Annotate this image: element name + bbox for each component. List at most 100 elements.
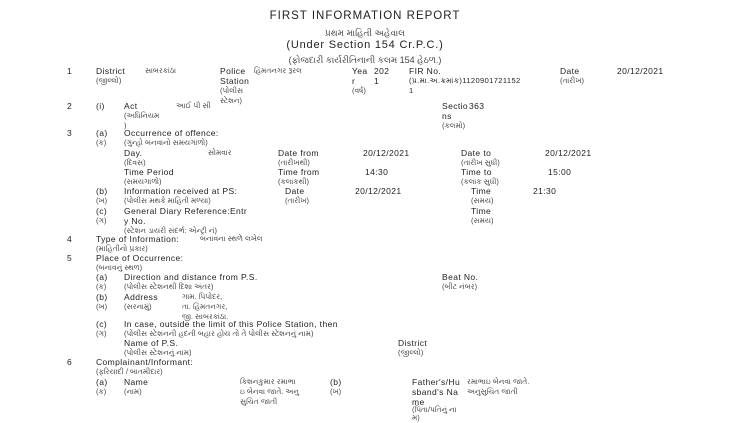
sub-index: (c) [96, 319, 108, 329]
row-number: 6 [67, 357, 73, 367]
info-time-label-gu: (સમય) [471, 196, 494, 205]
address-label-gu: (સરનામું) [124, 302, 152, 311]
type-of-information-label-gu: (માહિતીનો પ્રકાર) [96, 244, 148, 253]
occurrence-label-gu: (ગુન્હો બનવાનો સમયગાળો) [124, 138, 208, 147]
year-label: r [352, 76, 356, 86]
police-station-label-gu: સ્ટેશન) [220, 96, 242, 105]
info-received-label: Information received at PS: [124, 186, 238, 196]
date-label: Date [560, 66, 580, 76]
general-diary-label: y No. [124, 216, 146, 226]
act-value: આઈ પી સી [176, 101, 211, 110]
district-label: District [96, 66, 126, 76]
sub-index-gu: (ગ) [96, 216, 107, 225]
ps-name-label: Name of P.S. [124, 338, 179, 348]
direction-distance-label-gu: (પોલીસ સ્ટેશનથી દિશા અંતર) [124, 282, 214, 291]
name-label-gu: (નામ) [124, 387, 142, 396]
act-label-gu: (અધિનિયમ [124, 111, 160, 120]
beat-no-label: Beat No. [442, 272, 479, 282]
row-number: 2 [67, 101, 73, 111]
place-of-occurrence-label-gu: (બનાવનું સ્થળ) [96, 263, 143, 272]
gd-time-label: Time [471, 206, 492, 216]
district-label: District [398, 338, 428, 348]
sub-index-gu: (ક) [96, 138, 107, 147]
info-received-label-gu: (પોલીસ મથકે માહિતી મળ્યા) [124, 196, 211, 205]
sub-index: (b) [96, 186, 108, 196]
info-time-value: 21:30 [533, 186, 557, 196]
fir-no-value: (પ્ર.મા.અ.ક્રમાંક)1120901721152 [409, 76, 521, 85]
year-label-gu: (વર્ષ) [352, 86, 366, 95]
time-period-label: Time Period [124, 167, 174, 177]
district-value: સાબરકાંઠા [145, 66, 177, 75]
sub-index-gu: (ખ) [96, 302, 108, 311]
time-to-label: Time to [461, 167, 492, 177]
address-line: તા. હિંમતનગર, [182, 302, 228, 311]
fir-no-value: 1 [409, 86, 414, 95]
date-from-label: Date from [278, 148, 319, 158]
father-name-label-gu: (પિતા/પતિનું ના [412, 405, 457, 414]
general-diary-label: General Diary Reference:Entr [124, 206, 248, 216]
father-name-label-gu: મ) [412, 413, 420, 422]
year-value: 202 [374, 66, 390, 76]
father-name-value: રમાભાઇ બેનવા જાતે. [467, 377, 530, 386]
sections-label-gu: (કલમો) [442, 121, 466, 130]
father-name-label: sband's Na [412, 387, 459, 397]
sub-index: (b) [330, 377, 342, 387]
general-diary-label-gu: (સ્ટેશન ડાયરી સંદર્ભ: એન્ટ્રી નં) [124, 226, 218, 235]
sub-index: (a) [96, 272, 108, 282]
complainant-label: Complainant/Informant: [96, 357, 194, 367]
sub-index-gu: (ક) [96, 282, 107, 291]
sub-index: (b) [96, 292, 108, 302]
day-value: સોમવાર [208, 148, 232, 157]
sub-index-gu: (ખ) [330, 387, 342, 396]
father-name-value: અનુસુચિત જાતી [467, 387, 518, 396]
district-label-gu: (જીલ્લો) [398, 348, 424, 357]
report-title: FIRST INFORMATION REPORT [269, 10, 461, 22]
report-title-gujarati: પ્રથમ માહિતી અહેવાલ [324, 28, 406, 38]
type-of-information-label: Type of Information: [96, 234, 180, 244]
address-line: જી. સાબરકાંઠા. [182, 312, 229, 321]
act-label-gu: ) [124, 121, 127, 130]
info-date-value: 20/12/2021 [355, 186, 402, 196]
outside-limit-label-gu: (પોલીસ સ્ટેશનની હદની બહાર હોય તો તે પોલી… [124, 329, 314, 338]
sub-index-gu: (ક) [96, 387, 107, 396]
date-from-value: 20/12/2021 [363, 148, 410, 158]
place-of-occurrence-label: Place of Occurrence: [96, 253, 184, 263]
date-label-gu: (તારીખ) [560, 76, 584, 85]
time-period-label-gu: (સમયગાળો) [124, 177, 162, 186]
time-from-label: Time from [278, 167, 320, 177]
day-label: Day. [124, 148, 143, 158]
time-to-label-gu: (કલાક સુધી) [461, 177, 499, 186]
sections-label: ns [442, 111, 452, 121]
sub-index: (a) [96, 377, 108, 387]
type-of-information-value: બનાવના સ્થળે લખેલ [200, 234, 263, 243]
year-label: Yea [352, 66, 368, 76]
police-station-label-gu: (પોલીસ [220, 86, 244, 95]
info-date-label: Date [285, 186, 305, 196]
year-value: 1 [374, 76, 380, 86]
ps-name-label-gu: (પોલીસ સ્ટેશનનું નામ) [124, 348, 192, 357]
sub-index: (c) [96, 206, 108, 216]
row-number: 1 [67, 66, 73, 76]
sub-index-gu: (ખ) [96, 196, 108, 205]
address-line: ગામ. પિપોદર, [182, 292, 223, 301]
district-label-gu: (જીલ્લો) [96, 76, 122, 85]
row-number: 5 [67, 253, 73, 263]
sub-index-gu: (ગ) [96, 329, 107, 338]
address-label: Address [124, 292, 158, 302]
police-station-value: હિંમતનગર રૂરલ [254, 66, 302, 75]
sub-index: (i) [96, 101, 105, 111]
fir-no-label: FIR No. [409, 66, 442, 76]
sub-index: (a) [96, 128, 108, 138]
name-value: ઇ બેનવા જાતે. અનુ [240, 387, 300, 396]
father-name-label: me [412, 397, 425, 407]
time-to-value: 15:00 [548, 167, 572, 177]
date-to-label-gu: (તારીખ સુધી) [461, 158, 500, 167]
police-station-label: Police [220, 66, 246, 76]
info-date-label-gu: (તારીખ) [285, 196, 309, 205]
info-time-label: Time [471, 186, 492, 196]
sections-value: 363 [469, 101, 485, 111]
date-to-value: 20/12/2021 [545, 148, 592, 158]
name-value: સુચિત જાતી [240, 397, 278, 406]
date-value: 20/12/2021 [617, 66, 664, 76]
row-number: 3 [67, 128, 73, 138]
